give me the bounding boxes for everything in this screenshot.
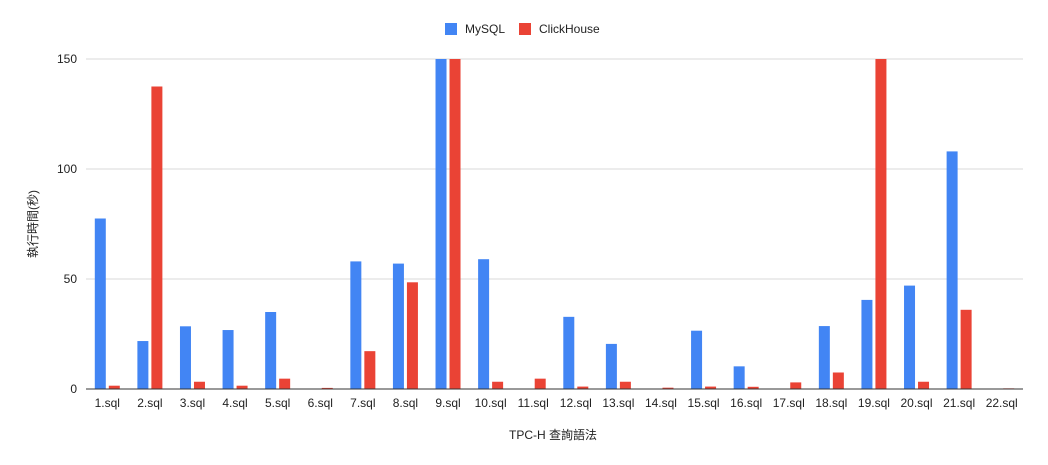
x-tick-label: 19.sql [858,396,890,410]
bar-clickhouse-19-sql [875,59,887,389]
bar-clickhouse-21-sql [960,309,972,389]
bar-mysql-16-sql [733,366,745,389]
bar-mysql-18-sql [818,326,830,389]
x-tick-label: 12.sql [560,396,592,410]
bar-clickhouse-13-sql [619,381,631,389]
x-tick-label: 22.sql [986,396,1018,410]
bar-clickhouse-18-sql [832,372,844,389]
bar-clickhouse-11-sql [534,378,546,389]
bar-mysql-1-sql [94,218,106,389]
y-axis-title: 執行時間(秒) [26,190,40,258]
bar-clickhouse-1-sql [108,385,120,389]
bar-mysql-2-sql [137,341,149,389]
bar-clickhouse-6-sql [321,387,333,389]
legend-swatch-clickhouse [519,23,531,35]
bar-mysql-19-sql [861,299,873,389]
x-tick-label: 4.sql [222,396,247,410]
bar-mysql-10-sql [478,259,490,389]
x-tick-label: 3.sql [180,396,205,410]
legend-label-clickhouse: ClickHouse [539,22,600,36]
bar-clickhouse-5-sql [279,378,291,389]
legend: MySQL ClickHouse [445,22,600,36]
bar-clickhouse-4-sql [236,385,248,389]
y-tick-label: 100 [57,162,77,176]
x-tick-label: 14.sql [645,396,677,410]
y-tick-label: 150 [57,52,77,66]
legend-label-mysql: MySQL [465,22,505,36]
bar-mysql-9-sql [435,59,447,389]
bar-clickhouse-15-sql [705,386,717,389]
bar-clickhouse-12-sql [577,386,589,389]
x-tick-label: 7.sql [350,396,375,410]
legend-swatch-mysql [445,23,457,35]
bar-clickhouse-7-sql [364,351,376,389]
bar-clickhouse-9-sql [449,59,461,389]
bar-mysql-20-sql [904,285,916,389]
bar-clickhouse-8-sql [406,282,418,389]
x-axis-title: TPC-H 查詢語法 [509,427,597,442]
bar-mysql-3-sql [179,326,191,389]
bar-clickhouse-2-sql [151,86,163,389]
bar-clickhouse-10-sql [492,381,504,389]
x-tick-label: 20.sql [901,396,933,410]
x-tick-label: 2.sql [137,396,162,410]
x-tick-label: 16.sql [730,396,762,410]
x-tick-label: 18.sql [815,396,847,410]
bar-clickhouse-20-sql [918,381,930,389]
x-tick-label: 10.sql [475,396,507,410]
x-tick-label: 11.sql [518,396,549,410]
bar-mysql-13-sql [605,343,617,389]
bar-mysql-15-sql [691,330,703,389]
x-tick-label: 15.sql [688,396,720,410]
x-tick-label: 13.sql [602,396,634,410]
x-axis-ticks: 1.sql 2.sql 3.sql 4.sql 5.sql 6.sql 7.sql 8.sql… [95,396,1018,410]
bar-clickhouse-16-sql [747,386,759,389]
x-tick-label: 9.sql [435,396,460,410]
x-tick-label: 6.sql [308,396,333,410]
bar-clickhouse-3-sql [193,381,205,389]
bar-mysql-21-sql [946,151,958,389]
y-tick-label: 50 [64,272,78,286]
y-tick-label: 0 [70,382,77,396]
bar-clickhouse-17-sql [790,382,802,389]
x-tick-label: 1.sql [95,396,120,410]
y-axis-ticks: 0 50 100 150 [57,52,77,396]
bar-clickhouse-14-sql [662,387,674,389]
bar-mysql-12-sql [563,316,575,389]
bars [94,59,1015,389]
x-tick-label: 5.sql [265,396,290,410]
bar-mysql-7-sql [350,261,362,389]
x-tick-label: 8.sql [393,396,418,410]
x-tick-label: 21.sql [943,396,975,410]
bar-mysql-4-sql [222,330,234,389]
bar-mysql-8-sql [392,263,404,389]
x-tick-label: 17.sql [773,396,805,410]
gridlines [86,58,1023,280]
bar-mysql-5-sql [265,312,277,389]
